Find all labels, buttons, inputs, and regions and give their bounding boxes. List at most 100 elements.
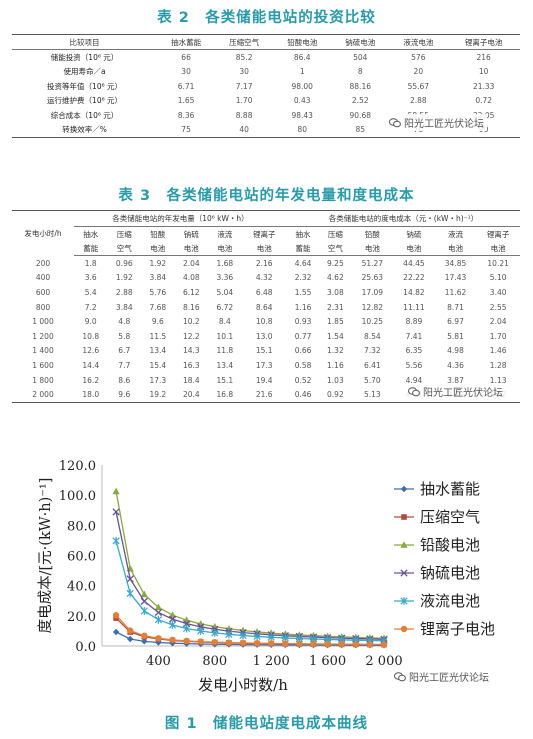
table-cell: 2.16 <box>255 258 273 268</box>
table3-subheader: 空气 <box>107 241 142 256</box>
data-point <box>310 640 317 648</box>
table3-subheader: 液流 <box>448 229 464 239</box>
table-cell: 4.36 <box>447 360 464 370</box>
data-point <box>268 640 275 647</box>
row-label: 1 000 <box>32 317 54 327</box>
table-cell: 6.48 <box>255 287 273 297</box>
table-cell: 0.93 <box>294 317 312 327</box>
table-cell: 44.45 <box>403 258 425 268</box>
table-cell: 3.08 <box>327 287 344 297</box>
col-hours-header: 发电小时/h <box>24 228 62 238</box>
table-cell: 9.6 <box>151 317 164 327</box>
table3-subheader: 铅酸 <box>150 229 166 239</box>
y-tick-label: 20.0 <box>67 610 96 625</box>
table-cell: 17.3 <box>255 360 273 370</box>
table-cell: 10.8 <box>255 317 273 327</box>
table-cell: 216 <box>476 52 491 62</box>
row-label: 运行维护费（10⁶ 元） <box>47 96 122 106</box>
table-row: 运行维护费（10⁶ 元） 1.65 1.70 0.43 2.52 2.88 0.72 <box>12 94 520 109</box>
y-tick-label: 120.0 <box>59 459 96 474</box>
data-point <box>282 640 289 647</box>
legend-label: 抽水蓄能 <box>420 480 480 498</box>
table-cell: 8.6 <box>118 375 131 385</box>
x-tick-label: 800 <box>202 654 227 669</box>
table-cell: 18.0 <box>82 390 100 400</box>
table-cell: 11.62 <box>444 287 467 297</box>
row-label: 1 600 <box>32 360 54 370</box>
table-cell: 7.7 <box>118 360 131 370</box>
table-cell: 8.4 <box>218 317 231 327</box>
data-point <box>267 633 275 642</box>
table2-col-header: 钠硫电池 <box>331 34 390 50</box>
data-point <box>197 626 205 635</box>
table3-subheader-bottom: 蓄能 空气 电池 电池 电池 电池 蓄能 空气 电池 电池 电池 电池 <box>12 241 520 256</box>
table-cell: 15.1 <box>216 375 234 385</box>
table-cell: 1.16 <box>327 360 344 370</box>
table-cell: 3.87 <box>447 375 464 385</box>
table-cell: 0.43 <box>293 96 311 106</box>
table-cell: 1.32 <box>327 346 344 356</box>
data-point <box>211 628 219 637</box>
table-cell: 88.16 <box>349 81 371 91</box>
table-row: 使用寿命／a 30 30 1 8 20 10 <box>12 65 520 80</box>
table-cell: 12.2 <box>182 331 200 341</box>
data-point <box>112 487 120 495</box>
table-row: 200 1.8 0.96 1.92 2.04 1.68 2.16 4.64 9.25 51.27 4… <box>12 256 520 271</box>
table-cell: 10.21 <box>487 258 509 268</box>
table-cell: 16.2 <box>82 375 100 385</box>
data-point <box>401 514 407 520</box>
table-cell: 13.0 <box>255 331 273 341</box>
table3-subheader: 蓄能 <box>286 241 320 256</box>
table-cell: 98.43 <box>291 110 313 120</box>
table3-subheader: 压缩 <box>327 229 343 239</box>
data-point <box>366 641 374 648</box>
table-cell: 2.31 <box>327 302 344 312</box>
table3-subheader: 电池 <box>476 241 520 256</box>
table-cell: 20 <box>413 67 424 77</box>
table-cell: 1.70 <box>235 96 253 106</box>
table-cell: 4.94 <box>405 375 423 385</box>
table-cell: 13.4 <box>149 346 167 356</box>
table-cell: 10.8 <box>82 331 100 341</box>
table-cell: 576 <box>411 52 426 62</box>
data-point <box>400 597 408 605</box>
table-cell: 22.22 <box>403 273 425 283</box>
table-cell: 7.41 <box>405 331 423 341</box>
data-point <box>197 638 204 645</box>
table-cell: 2.04 <box>182 258 200 268</box>
row-label: 1 200 <box>32 331 54 341</box>
table3-subheader: 蓄能 <box>74 241 108 256</box>
table-cell: 0.92 <box>327 390 344 400</box>
table-cell: 1 <box>299 67 305 77</box>
table-cell: 504 <box>353 52 368 62</box>
table-cell: 75 <box>181 125 191 135</box>
watermark: 阳光工匠光伏论坛 <box>386 114 487 131</box>
table-row: 投资等年值（10⁶ 元） 6.71 7.17 98.00 88.16 55.67 21.33 <box>12 79 520 94</box>
series-line <box>115 491 385 639</box>
table-cell: 7.32 <box>363 346 381 356</box>
data-point <box>380 641 388 648</box>
table-cell: 7.68 <box>149 302 167 312</box>
data-point <box>211 638 218 646</box>
table-cell: 9.25 <box>327 258 344 268</box>
table-cell: 8 <box>357 67 363 77</box>
row-label: 转换效率／% <box>62 125 107 135</box>
table-row: 800 7.2 3.84 7.68 8.16 6.72 8.64 1.16 2.31 12.82 1… <box>12 300 520 315</box>
table-cell: 5.8 <box>118 331 131 341</box>
y-axis-label: 度电成本/[元·(kW·h)⁻¹] <box>37 478 54 634</box>
data-point <box>239 631 247 640</box>
table-cell: 2.55 <box>489 302 507 312</box>
table-cell: 15.1 <box>255 346 273 356</box>
table-cell: 12.82 <box>361 302 384 312</box>
table-cell: 80 <box>297 125 307 135</box>
legend-label: 铅酸电池 <box>420 536 480 554</box>
data-point <box>140 597 148 605</box>
x-tick-label: 1 600 <box>309 654 346 669</box>
table-cell: 85 <box>355 125 366 135</box>
table-cell: 17.43 <box>444 273 467 283</box>
table-cell: 19.4 <box>255 375 273 385</box>
legend-label: 锂离子电池 <box>420 620 495 638</box>
table3-subheader: 电池 <box>351 241 394 256</box>
table-cell: 2.88 <box>409 96 427 106</box>
table2-col-header: 压缩空气 <box>215 34 274 50</box>
